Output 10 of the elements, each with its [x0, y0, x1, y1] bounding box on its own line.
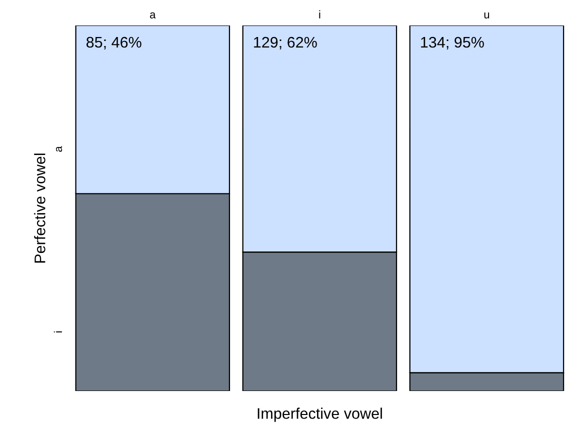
data-label: 85; 46% [86, 36, 142, 50]
y-axis-title: Perfective vowel [34, 154, 46, 263]
text: a [56, 146, 62, 152]
data-label: 134; 95% [421, 36, 484, 50]
x-tick-label: u [484, 12, 490, 18]
data-label: 129; 62% [254, 36, 317, 50]
text: i [54, 331, 62, 332]
x-tick-label: i [319, 10, 320, 18]
x-tick-label: a [150, 12, 156, 18]
x-axis-title: Imperfective vowel [258, 408, 382, 422]
